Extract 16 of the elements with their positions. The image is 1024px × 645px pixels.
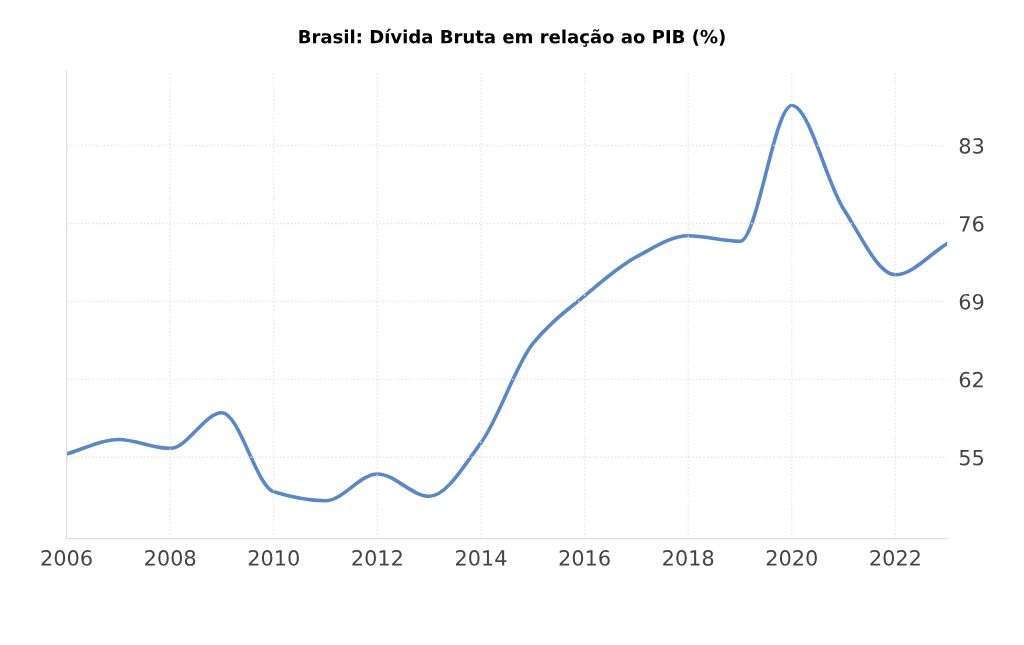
y-tick-label: 62 xyxy=(959,371,983,388)
x-tick-label: 2016 xyxy=(559,550,610,566)
x-tick-label: 2008 xyxy=(145,550,196,566)
x-tick-label: 2010 xyxy=(248,550,299,566)
line-series xyxy=(66,103,948,503)
x-tick-label: 2022 xyxy=(870,550,920,566)
x-tick-label: 2006 xyxy=(41,550,92,566)
y-tick-label: 69 xyxy=(959,293,984,310)
x-tick-label: 2018 xyxy=(663,550,714,566)
x-tick-label: 2012 xyxy=(352,550,402,566)
y-tick-label: 76 xyxy=(960,215,984,232)
x-tick-label: 2020 xyxy=(766,550,817,566)
y-tick-label: 83 xyxy=(959,138,984,154)
x-tick-label: 2014 xyxy=(456,550,507,566)
chart-title: Brasil: Dívida Bruta em relação ao PIB (%) xyxy=(299,28,725,47)
y-tick-label: 55 xyxy=(959,450,983,466)
